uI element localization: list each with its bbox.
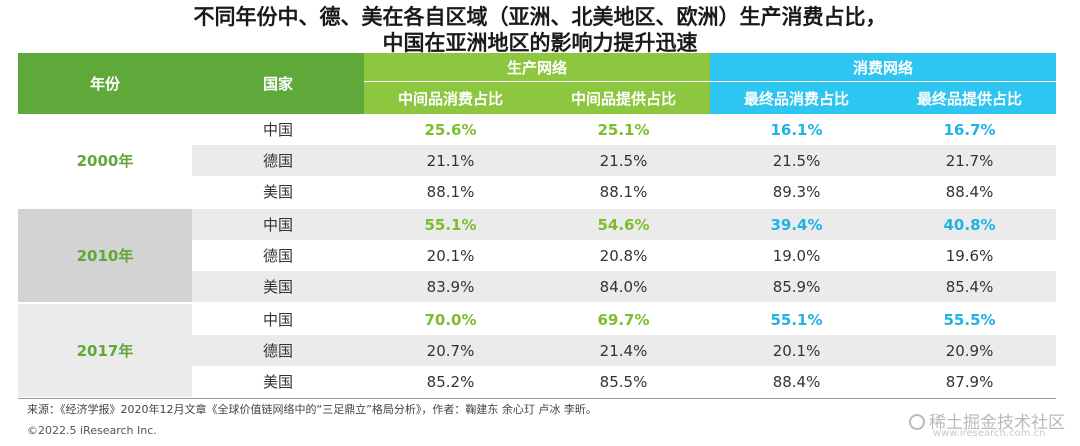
country-cell: 德国 [262,247,293,265]
value-cell: 87.9% [945,372,994,391]
value-cell: 21.4% [537,335,711,366]
country-cell: 中国 [192,302,364,335]
data-table: 年份 国家 生产网络 消费网络 中间品消费占比 中间品提供占比 最终品消费占比 … [18,53,1057,397]
value-cell: 84.0% [537,271,711,303]
table-row: 德国 20.7% 21.4% 20.1% 20.9% [18,335,1057,366]
value-cell: 69.7% [537,302,711,335]
watermark-logo-icon [909,414,925,430]
value-cell: 83.9% [364,271,537,303]
value-cell: 89.3% [772,182,821,201]
value-cell: 39.4% [710,207,884,240]
value-cell: 88.1% [426,182,475,201]
watermark: 稀土掘金技术社区 [909,408,1065,433]
header-col-intermediate-supply: 中间品提供占比 [537,81,711,114]
country-cell: 美国 [192,271,364,303]
page-title: 不同年份中、德、美在各自区域（亚洲、北美地区、欧洲）生产消费占比， 中国在亚洲地… [0,4,1080,56]
header-col-intermediate-consumption: 中间品消费占比 [364,81,537,114]
value-cell: 25.1% [597,120,650,139]
country-cell: 中国 [192,207,364,240]
value-cell: 16.7% [943,120,996,139]
value-cell: 70.0% [364,302,537,335]
value-cell: 20.8% [599,246,648,265]
footer-divider [18,398,1056,399]
value-cell: 85.9% [710,271,884,303]
header-consumption-network: 消费网络 [710,53,1057,82]
value-cell: 54.6% [537,207,711,240]
value-cell: 16.1% [770,120,823,139]
table-row: 2000年 中国 25.6% 25.1% 16.1% 16.7% [18,114,1056,208]
value-cell: 88.4% [945,182,994,201]
table-row: 2010年 中国 55.1% 54.6% 39.4% 40.8% [18,207,1057,303]
value-cell: 40.8% [883,207,1057,240]
country-cell: 德国 [192,145,364,176]
value-cell: 21.5% [537,145,711,176]
value-cell: 19.0% [772,246,821,265]
value-cell: 55.1% [710,302,884,335]
value-cell: 21.7% [883,145,1057,176]
country-cell: 美国 [262,373,293,391]
table-row: 美国 83.9% 84.0% 85.9% 85.4% [18,271,1057,303]
value-cell: 20.9% [883,335,1057,366]
value-cell: 88.4% [772,372,821,391]
year-cell: 2017年 [18,302,192,397]
table-row: 德国 21.1% 21.5% 21.5% 21.7% [18,145,1057,176]
value-cell: 85.4% [883,271,1057,303]
header-col-final-supply: 最终品提供占比 [883,81,1057,114]
value-cell: 21.1% [364,145,537,176]
country-cell: 德国 [192,335,364,366]
value-cell: 19.6% [945,246,994,265]
country-cell: 美国 [262,183,293,201]
table-row: 德国 20.1% 20.8% 19.0% 19.6% [18,240,1056,271]
table-row: 2017年 中国 70.0% 69.7% 55.1% 55.5% [18,302,1057,397]
value-cell: 55.1% [364,207,537,240]
value-cell: 20.1% [710,335,884,366]
country-cell: 中国 [262,121,293,139]
value-cell: 85.5% [599,372,648,391]
watermark-url: www.iresearch.com.cn [933,428,1046,439]
title-line-2: 中国在亚洲地区的影响力提升迅速 [382,31,698,55]
value-cell: 85.2% [426,372,475,391]
copyright: ©2022.5 iResearch Inc. [27,424,157,437]
header-year: 年份 [18,53,192,114]
header-country: 国家 [192,53,364,114]
table-row: 美国 88.1% 88.1% 89.3% 88.4% [18,176,1056,208]
value-cell: 88.1% [599,182,648,201]
header-col-final-consumption: 最终品消费占比 [710,81,884,114]
value-cell: 20.7% [364,335,537,366]
value-cell: 55.5% [883,302,1057,335]
value-cell: 20.1% [426,246,475,265]
source-note: 来源：《经济学报》2020年12月文章《全球价值链网络中的“三足鼎立”格局分析》… [27,403,597,416]
title-line-1: 不同年份中、德、美在各自区域（亚洲、北美地区、欧洲）生产消费占比， [193,5,887,29]
year-cell: 2000年 [18,114,192,208]
table-row: 美国 85.2% 85.5% 88.4% 87.9% [18,366,1056,397]
value-cell: 25.6% [424,120,477,139]
watermark-text: 稀土掘金技术社区 [929,413,1065,433]
year-cell: 2010年 [18,207,192,303]
header-production-network: 生产网络 [364,53,711,82]
value-cell: 21.5% [710,145,884,176]
